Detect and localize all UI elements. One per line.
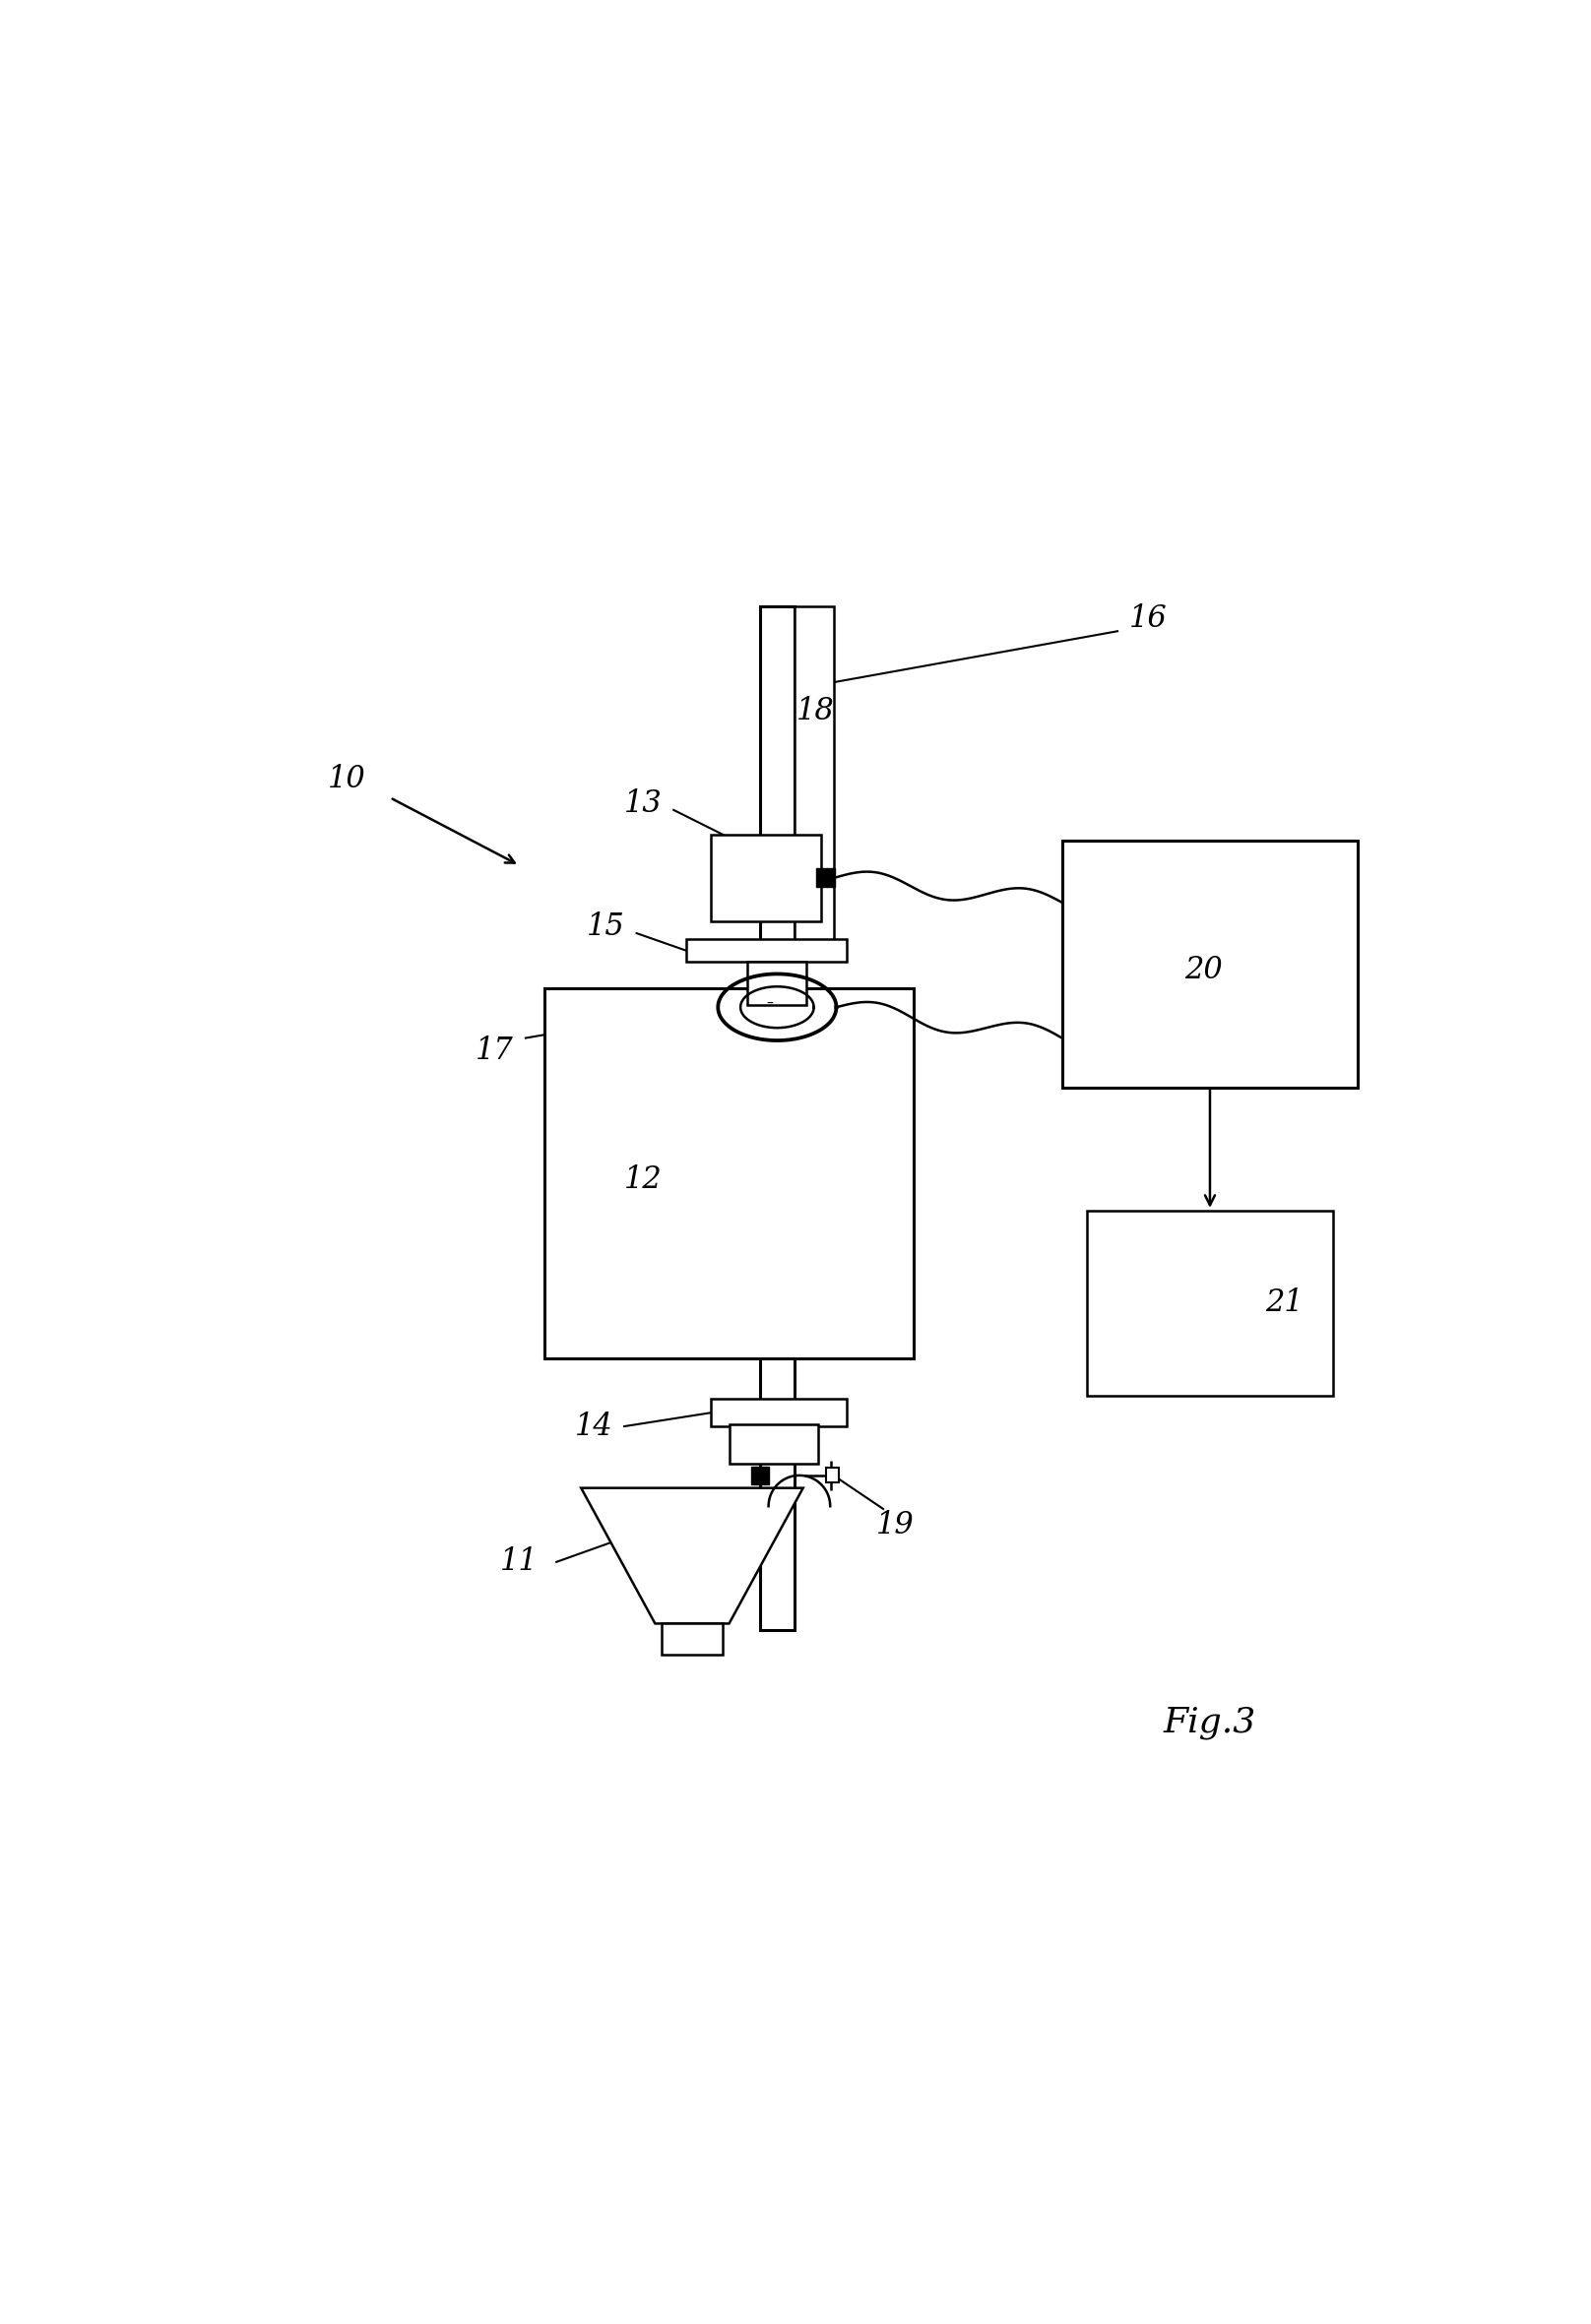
Bar xyxy=(816,869,835,888)
Bar xyxy=(1087,1211,1333,1394)
Text: 10: 10 xyxy=(328,765,366,795)
Polygon shape xyxy=(581,1487,803,1624)
Text: 17: 17 xyxy=(476,1034,514,1067)
Bar xyxy=(1063,841,1359,1088)
Text: 20: 20 xyxy=(1185,955,1223,985)
Bar xyxy=(751,1466,768,1485)
Text: 16: 16 xyxy=(1130,604,1168,634)
Bar xyxy=(711,1399,846,1427)
Text: 21: 21 xyxy=(1265,1287,1303,1318)
Text: 19: 19 xyxy=(877,1511,915,1541)
Text: 11: 11 xyxy=(501,1548,538,1578)
Bar xyxy=(826,1469,838,1483)
Text: 14: 14 xyxy=(574,1411,613,1441)
Text: –: – xyxy=(767,997,773,1011)
Text: 18: 18 xyxy=(797,697,834,727)
Bar xyxy=(729,1425,818,1464)
Bar xyxy=(662,1624,722,1655)
Bar xyxy=(748,962,807,1004)
Text: 13: 13 xyxy=(624,788,662,818)
Text: Fig.3: Fig.3 xyxy=(1163,1706,1257,1738)
Text: 12: 12 xyxy=(624,1164,662,1195)
Text: 15: 15 xyxy=(587,911,625,941)
Bar xyxy=(544,988,913,1360)
Bar xyxy=(686,939,846,962)
Bar xyxy=(794,607,834,953)
Bar xyxy=(760,607,794,1629)
Bar xyxy=(711,834,821,920)
